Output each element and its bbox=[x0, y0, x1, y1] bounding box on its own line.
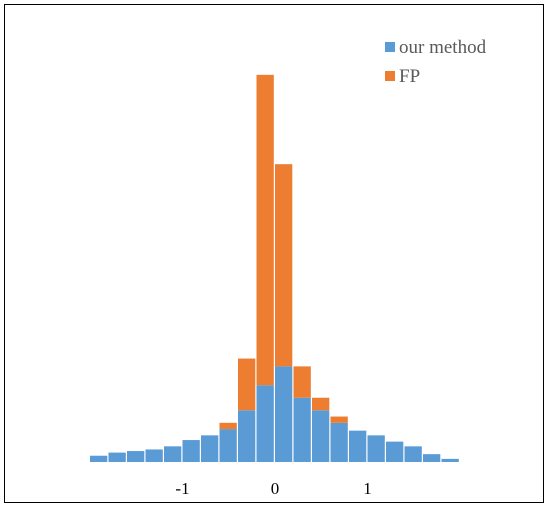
bar-our-method-9 bbox=[256, 385, 274, 462]
bar-our-method-18 bbox=[423, 454, 441, 462]
bar-fp-9 bbox=[256, 74, 274, 386]
bar-our-method-4 bbox=[164, 446, 182, 462]
x-tick-label: 1 bbox=[363, 479, 372, 498]
bar-our-method-17 bbox=[404, 446, 422, 462]
bar-our-method-5 bbox=[182, 440, 200, 462]
bar-our-method-8 bbox=[238, 410, 256, 462]
histogram-chart: -1 0 1 our method FP bbox=[90, 37, 487, 498]
x-tick-labels: -1 0 1 bbox=[175, 479, 371, 498]
bar-our-method-1 bbox=[108, 452, 126, 462]
bar-our-method-19 bbox=[441, 458, 459, 462]
bar-our-method-15 bbox=[367, 435, 385, 462]
bar-fp-11 bbox=[293, 366, 311, 398]
bar-our-method-16 bbox=[386, 441, 404, 462]
bar-fp-8 bbox=[238, 358, 256, 411]
bar-our-method-2 bbox=[127, 451, 145, 462]
bar-our-method-7 bbox=[219, 429, 237, 462]
bar-fp-7 bbox=[219, 422, 237, 430]
bar-our-method-11 bbox=[293, 397, 311, 462]
bar-our-method-13 bbox=[330, 422, 348, 462]
legend-swatch-our-method bbox=[385, 42, 395, 52]
legend-label-fp: FP bbox=[399, 66, 420, 87]
bar-fp-13 bbox=[330, 416, 348, 423]
x-tick-label: -1 bbox=[175, 479, 189, 498]
bar-our-method-3 bbox=[145, 449, 163, 462]
bar-our-method-6 bbox=[201, 435, 219, 462]
x-tick-label: 0 bbox=[271, 479, 280, 498]
bar-our-method-10 bbox=[275, 366, 293, 462]
legend-swatch-fp bbox=[385, 71, 395, 81]
legend-label-our-method: our method bbox=[399, 37, 487, 58]
bar-fp-12 bbox=[312, 397, 330, 411]
bar-our-method-12 bbox=[312, 410, 330, 462]
bars-group bbox=[90, 74, 459, 462]
bar-fp-10 bbox=[275, 164, 293, 367]
legend: our method FP bbox=[385, 37, 487, 87]
bar-our-method-14 bbox=[349, 430, 367, 462]
bar-our-method-0 bbox=[90, 455, 108, 462]
chart-frame: -1 0 1 our method FP bbox=[4, 4, 544, 503]
